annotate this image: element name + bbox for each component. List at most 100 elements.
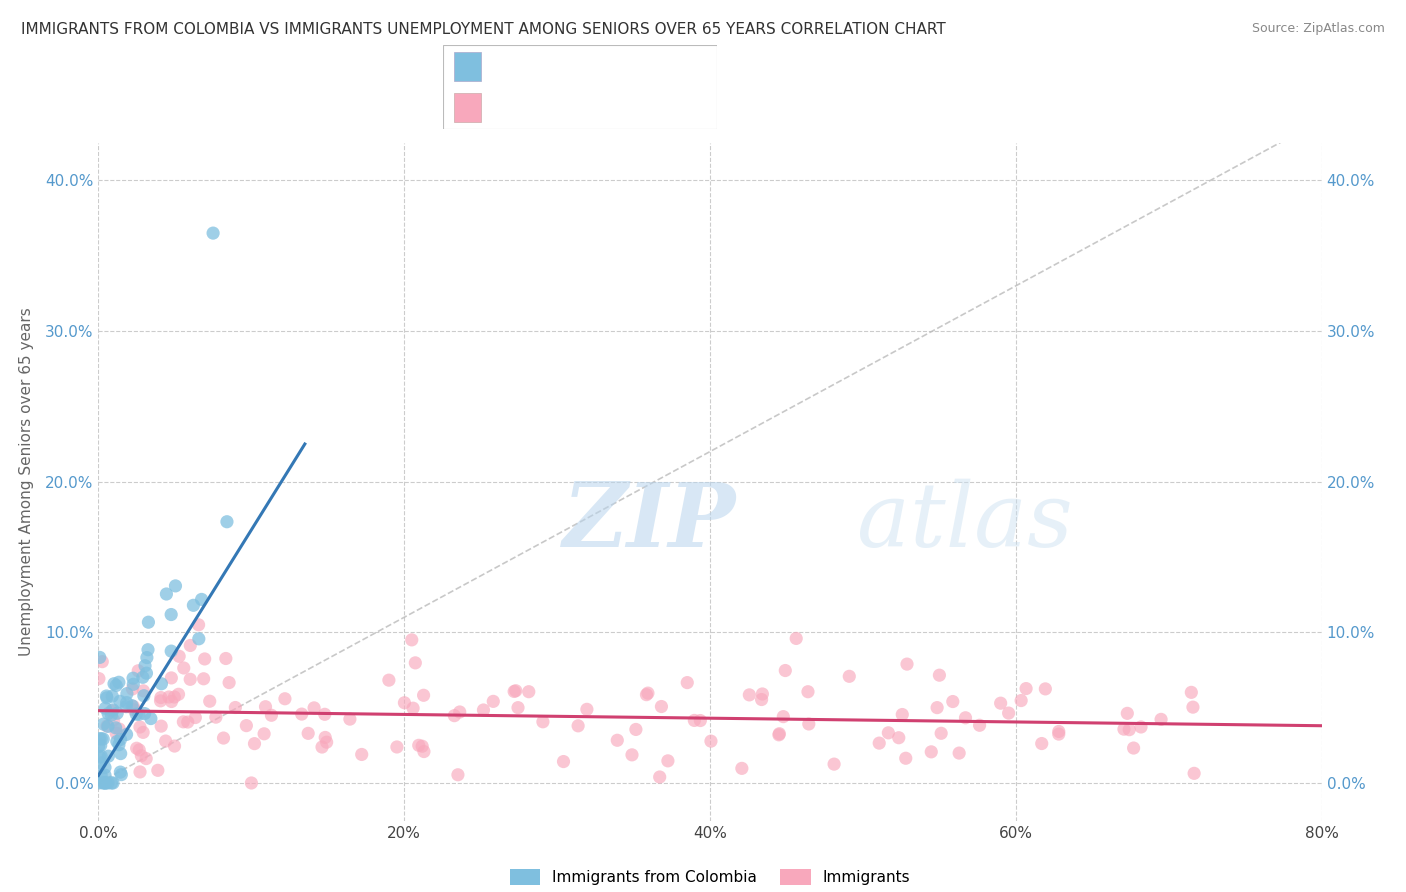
Point (311, 739, 333, 754)
Point (129, 764, 152, 779)
Point (193, 672, 215, 686)
Point (291, 707, 314, 722)
Point (404, 656, 426, 670)
Point (215, 515, 238, 529)
Point (260, 708, 283, 723)
Point (90, 749, 112, 764)
Point (94, 776, 117, 790)
Point (700, 734, 723, 748)
Point (122, 677, 145, 691)
Point (235, 718, 257, 732)
Text: R =: R = (492, 58, 526, 73)
Point (253, 727, 276, 741)
Legend: Immigrants from Colombia, Immigrants: Immigrants from Colombia, Immigrants (503, 863, 917, 891)
Point (96, 690, 118, 705)
Point (100, 708, 122, 723)
Point (101, 703, 124, 717)
Point (637, 686, 659, 700)
Point (620, 747, 643, 762)
Point (108, 722, 131, 736)
Point (90, 731, 112, 746)
Point (823, 757, 845, 772)
Point (138, 615, 160, 630)
Point (877, 726, 900, 740)
Point (155, 587, 177, 601)
Point (624, 723, 647, 737)
Point (101, 776, 124, 790)
Text: 141: 141 (645, 99, 678, 114)
Point (1181, 700, 1204, 714)
Point (1182, 766, 1205, 780)
Point (135, 650, 157, 665)
Point (131, 748, 153, 763)
Point (87, 672, 110, 686)
Point (94, 776, 117, 790)
Point (89, 750, 111, 764)
Text: N =: N = (599, 99, 633, 114)
Point (212, 731, 235, 745)
Point (184, 710, 207, 724)
Point (94, 768, 117, 782)
Point (157, 690, 180, 704)
Point (990, 696, 1012, 710)
Point (136, 642, 159, 657)
Point (134, 706, 156, 721)
Point (94, 760, 117, 774)
Point (315, 735, 337, 749)
Point (105, 706, 128, 721)
Point (121, 681, 143, 696)
Point (183, 599, 205, 613)
Point (187, 632, 209, 646)
Point (198, 694, 221, 708)
Point (105, 726, 128, 740)
Point (160, 607, 183, 622)
Point (1047, 727, 1070, 741)
Point (125, 707, 148, 722)
Point (110, 747, 132, 761)
Point (160, 694, 183, 708)
Text: ZIP: ZIP (564, 479, 737, 566)
Point (1122, 741, 1144, 756)
Point (146, 764, 169, 778)
Point (103, 676, 125, 690)
Point (115, 696, 138, 710)
Point (215, 651, 238, 665)
Point (108, 694, 131, 708)
Point (997, 706, 1019, 720)
Point (115, 699, 138, 714)
Text: 70: 70 (645, 58, 666, 73)
Point (894, 751, 917, 765)
Point (929, 726, 952, 740)
Point (1015, 681, 1038, 696)
Point (553, 755, 575, 769)
FancyBboxPatch shape (443, 45, 717, 129)
Point (90, 768, 112, 782)
Point (738, 688, 761, 702)
Point (243, 737, 266, 751)
Point (149, 694, 172, 708)
Point (122, 671, 145, 685)
Point (187, 617, 209, 632)
Point (1118, 723, 1140, 737)
Point (927, 700, 949, 714)
Point (412, 688, 434, 702)
Point (447, 768, 470, 782)
Point (517, 684, 540, 698)
Point (100, 704, 122, 718)
Point (100, 776, 122, 790)
Point (155, 734, 177, 748)
Point (150, 677, 173, 691)
Point (274, 691, 297, 706)
Point (350, 747, 373, 762)
Point (202, 226, 225, 240)
Point (128, 743, 150, 757)
Point (1130, 720, 1153, 734)
Point (94, 701, 117, 715)
Point (90, 739, 112, 753)
Point (89, 731, 111, 746)
Point (302, 701, 325, 715)
Point (179, 673, 201, 687)
Point (955, 711, 977, 725)
Point (167, 687, 190, 701)
Point (1180, 685, 1202, 699)
